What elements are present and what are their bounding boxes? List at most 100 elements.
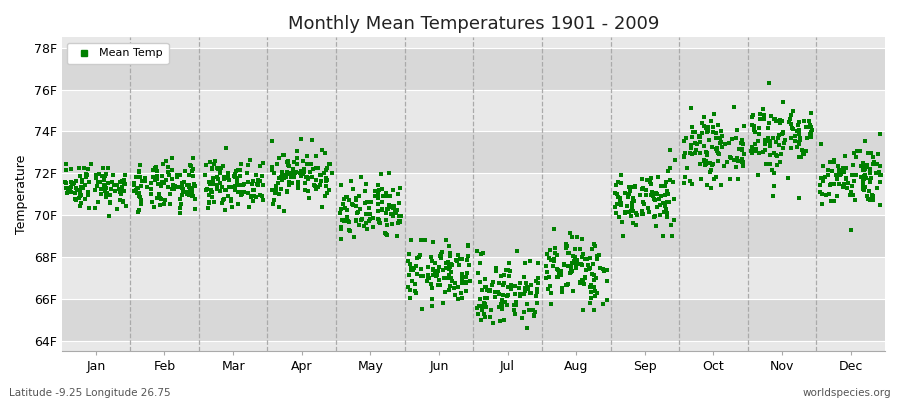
Point [813, 189, 827, 196]
Point [758, 140, 772, 147]
Point [237, 189, 251, 196]
Point [434, 251, 448, 258]
Point [814, 201, 829, 207]
Point [564, 268, 579, 274]
Point [101, 180, 115, 186]
Point [207, 160, 221, 167]
Point [348, 217, 363, 224]
Point [685, 124, 699, 130]
Point [314, 172, 328, 178]
Point [813, 182, 827, 188]
Point [652, 212, 667, 219]
Point [102, 213, 116, 219]
Point [186, 173, 201, 180]
Point [867, 159, 881, 165]
Point [104, 179, 119, 185]
Point [432, 264, 446, 270]
Point [471, 270, 485, 276]
Point [225, 204, 239, 210]
Point [626, 204, 640, 210]
Point [451, 296, 465, 302]
Point [699, 161, 714, 167]
Point [856, 160, 870, 166]
Point [271, 180, 285, 186]
Point [677, 180, 691, 186]
Point [219, 145, 233, 152]
Point [443, 283, 457, 289]
Point [428, 271, 443, 278]
Point [185, 184, 200, 191]
Point [493, 318, 508, 324]
Point [202, 179, 216, 186]
Point [92, 170, 106, 177]
Point [72, 193, 86, 200]
Point [814, 175, 829, 182]
Point [745, 114, 760, 120]
Point [585, 260, 599, 267]
Point [410, 271, 425, 277]
Point [784, 135, 798, 142]
Point [282, 163, 296, 169]
Point [519, 280, 534, 286]
Point [550, 251, 564, 258]
Point [624, 208, 638, 214]
Point [188, 183, 202, 190]
Point [693, 150, 707, 156]
Point [792, 138, 806, 145]
Point [633, 192, 647, 198]
Point [249, 172, 264, 178]
Point [114, 188, 129, 194]
Point [583, 284, 598, 290]
Point [353, 206, 367, 212]
Point [276, 175, 291, 182]
Point [804, 124, 818, 130]
Point [222, 184, 237, 190]
Point [324, 170, 338, 176]
Point [688, 129, 702, 135]
Point [138, 177, 152, 184]
Point [762, 80, 777, 86]
Point [773, 117, 788, 124]
Point [804, 133, 818, 140]
Point [428, 260, 443, 266]
Point [497, 317, 511, 324]
Point [770, 162, 784, 168]
Point [853, 147, 868, 154]
Point [609, 190, 624, 197]
Point [64, 184, 78, 190]
Point [73, 203, 87, 209]
Point [438, 288, 453, 295]
Point [101, 165, 115, 171]
Point [712, 151, 726, 158]
Point [744, 148, 759, 155]
Point [459, 279, 473, 286]
Point [391, 220, 405, 226]
Point [404, 267, 419, 274]
Point [287, 174, 302, 181]
Point [769, 152, 783, 158]
Point [661, 190, 675, 197]
Point [860, 150, 875, 157]
Point [379, 210, 393, 217]
Point [460, 270, 474, 276]
Point [525, 290, 539, 297]
Point [572, 279, 587, 285]
Point [849, 172, 863, 178]
Point [494, 273, 508, 279]
Point [108, 188, 122, 194]
Point [165, 155, 179, 161]
Point [706, 129, 720, 135]
Point [784, 112, 798, 118]
Point [310, 165, 324, 172]
Point [280, 189, 294, 195]
Point [786, 108, 800, 114]
Point [544, 301, 559, 308]
Point [524, 281, 538, 288]
Point [565, 234, 580, 240]
Point [424, 258, 438, 264]
Point [695, 120, 709, 126]
Point [284, 180, 299, 186]
Point [403, 237, 418, 243]
Point [647, 196, 662, 202]
Point [761, 137, 776, 144]
